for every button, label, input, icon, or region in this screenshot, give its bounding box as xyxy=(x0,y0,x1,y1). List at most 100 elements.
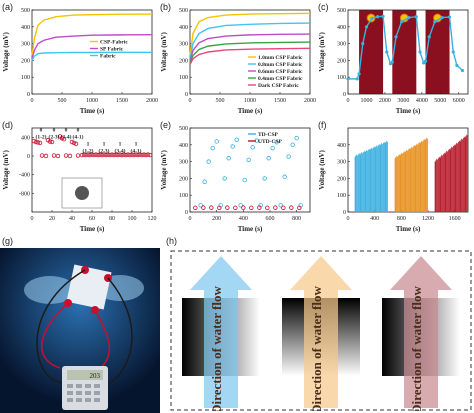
bar-0 xyxy=(370,148,372,212)
bar-2 xyxy=(464,137,466,212)
series-point-0 xyxy=(99,152,105,158)
series-line-2 xyxy=(31,51,152,61)
y-tick-label: 200 xyxy=(179,58,188,64)
x-tick-label: 0 xyxy=(31,216,34,222)
bar-2 xyxy=(467,135,468,212)
y-tick-label: 100 xyxy=(179,75,188,81)
series-point-1 xyxy=(233,205,238,210)
annotation-label: (3-4) xyxy=(115,147,126,154)
x-tick-label: 600 xyxy=(266,216,275,222)
x-tick-label: 1600 xyxy=(449,216,461,222)
bar-0 xyxy=(377,146,378,212)
device-photo-drawing: 203 xyxy=(0,248,160,413)
y-tick-label: 500 xyxy=(21,8,30,14)
series-point-0 xyxy=(282,174,287,179)
x-tick-label: 800 xyxy=(292,216,301,222)
x-axis-label: Time (s) xyxy=(396,107,421,115)
x-tick-label: 120 xyxy=(148,216,157,222)
series-point-0 xyxy=(226,156,231,161)
series-point-1 xyxy=(289,205,294,210)
series-point-0 xyxy=(206,159,211,164)
x-axis-label: Time (s) xyxy=(238,225,263,233)
x-axis-label: Time (s) xyxy=(238,107,263,115)
bar-1 xyxy=(396,155,398,212)
y-tick-label: 500 xyxy=(179,8,188,14)
bar-2 xyxy=(460,140,462,212)
bar-2 xyxy=(441,154,443,212)
series-point-0 xyxy=(274,140,279,145)
y-axis-label: Voltage (mV) xyxy=(2,32,10,72)
annotation-label: (4-1) xyxy=(131,147,142,154)
series-point-0 xyxy=(262,176,267,181)
y-tick-label: 0 xyxy=(27,92,30,98)
annotation-label: (1-2) xyxy=(36,134,47,141)
device-photo: 203 xyxy=(0,248,160,413)
series-point-1 xyxy=(241,205,246,210)
series-point-0 xyxy=(145,152,151,157)
series-point-0 xyxy=(242,177,247,183)
bar-2 xyxy=(450,148,452,212)
bar-1 xyxy=(424,140,426,212)
bar-2 xyxy=(452,147,453,212)
y-tick-label: 400 xyxy=(179,25,188,31)
bar-2 xyxy=(448,148,450,212)
x-tick-label: 6000 xyxy=(453,98,465,104)
series-point-0 xyxy=(63,153,69,158)
bar-1 xyxy=(416,143,418,212)
bar-2 xyxy=(448,150,449,212)
bar-2 xyxy=(443,154,444,212)
series-point-1 xyxy=(281,205,286,210)
bar-2 xyxy=(462,139,463,212)
x-tick-label: 5000 xyxy=(434,98,446,104)
panel-label-h: (h) xyxy=(166,236,177,246)
y-tick-label: 0 xyxy=(185,92,188,98)
bar-0 xyxy=(387,141,388,212)
series-point-0 xyxy=(101,152,107,157)
x-tick-label: 500 xyxy=(216,98,225,104)
x-axis-label: Time (s) xyxy=(396,225,421,233)
annotation-label: 1 xyxy=(103,141,106,147)
bar-1 xyxy=(402,153,403,212)
bar-0 xyxy=(364,152,366,212)
bar-1 xyxy=(407,150,408,212)
series-point xyxy=(370,16,374,20)
bar-1 xyxy=(415,144,417,212)
series-point-0 xyxy=(234,137,239,142)
bar-2 xyxy=(455,144,457,212)
x-tick-label: 200 xyxy=(212,216,221,222)
y-tick-label: 500 xyxy=(179,126,188,132)
y-tick-label: 100 xyxy=(179,193,188,199)
y-tick-label: 200 xyxy=(337,176,346,182)
bar-0 xyxy=(358,154,359,212)
bar-0 xyxy=(366,149,368,212)
x-axis-label: Time (s) xyxy=(80,107,105,115)
y-tick-label: -800 xyxy=(19,191,30,197)
bar-2 xyxy=(458,142,459,212)
x-tick-label: 0 xyxy=(189,98,192,104)
series-point xyxy=(414,15,418,19)
x-tick-label: 1000 xyxy=(86,98,98,104)
series-point-1 xyxy=(249,205,254,210)
x-tick-label: 0 xyxy=(347,216,350,222)
bar-1 xyxy=(397,156,398,212)
series-point-0 xyxy=(109,152,115,157)
series-point-0 xyxy=(270,145,275,151)
legend-label: TD-CSP xyxy=(258,132,279,138)
series-point-0 xyxy=(37,140,43,146)
annotation-label: (2-3) xyxy=(49,134,60,141)
legend-label: Fabric xyxy=(100,54,116,60)
series-line-0 xyxy=(189,12,311,56)
y-axis-label: Voltage (mV) xyxy=(318,150,326,190)
y-tick-label: -400 xyxy=(19,173,30,179)
bar-2 xyxy=(466,134,468,212)
y-tick-label: 400 xyxy=(21,25,30,31)
bar-0 xyxy=(368,148,370,212)
annotation-label: (4-1) xyxy=(73,134,84,141)
bar-2 xyxy=(453,146,454,212)
bar-1 xyxy=(400,154,402,212)
bar-1 xyxy=(417,144,418,212)
bar-1 xyxy=(413,146,414,212)
series-point-0 xyxy=(113,152,119,157)
bar-0 xyxy=(354,156,356,212)
